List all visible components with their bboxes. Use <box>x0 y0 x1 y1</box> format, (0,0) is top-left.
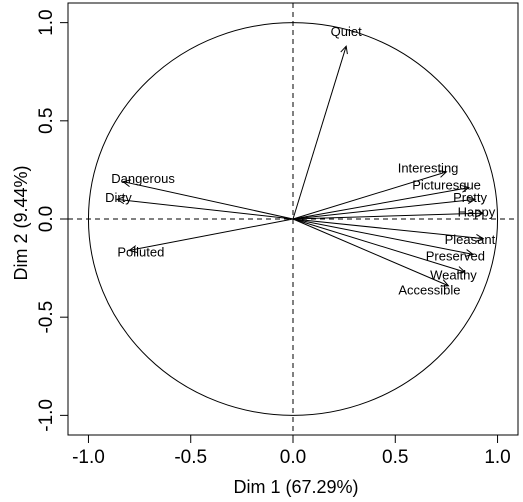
x-tick-label: 1.0 <box>484 447 510 468</box>
y-tick-label: 0.5 <box>36 108 57 134</box>
variable-arrow <box>117 198 294 220</box>
variable-arrow <box>123 181 294 220</box>
x-tick-label: -1.0 <box>72 447 105 468</box>
y-tick-label: 0.0 <box>36 206 57 232</box>
variable-arrow <box>129 218 294 251</box>
variable-arrowhead <box>115 196 125 205</box>
variable-label: Interesting <box>398 160 459 175</box>
variable-arrow <box>292 212 484 220</box>
x-tick-label: -0.5 <box>174 447 207 468</box>
variable-label: Dangerous <box>111 171 175 186</box>
variable-arrowhead <box>475 234 485 242</box>
variable-arrow <box>292 218 484 240</box>
axis-ticks-layer: -1.0 -0.5 0.0 0.5 1.0 -1.0 -0.5 0.0 0.5 1.0 <box>36 9 511 468</box>
variable-label: Pleasant <box>445 232 496 247</box>
variable-label: Pretty <box>453 190 487 205</box>
unit-circle-layer <box>87 22 499 416</box>
y-tick-label: -0.5 <box>36 301 57 334</box>
variable-arrow <box>292 218 474 255</box>
variable-arrow <box>292 218 465 273</box>
x-tick-label: 0.0 <box>280 447 306 468</box>
variable-arrow <box>292 187 469 220</box>
variable-label: Preserved <box>426 249 485 264</box>
variable-label: Picturesque <box>412 177 481 192</box>
variable-arrowhead <box>438 170 448 178</box>
variable-arrow <box>292 218 449 287</box>
variable-arrow <box>292 198 476 220</box>
variable-arrowhead <box>440 279 450 287</box>
x-tick-label: 0.5 <box>382 447 408 468</box>
variable-label: Accessible <box>398 282 460 297</box>
variable-arrowhead <box>456 266 466 274</box>
variable-arrow <box>292 171 447 220</box>
variable-arrowhead <box>122 179 132 188</box>
x-axis-label: Dim 1 (67.29%) <box>233 477 358 497</box>
y-tick-label: -1.0 <box>36 399 57 432</box>
variable-arrowhead <box>461 184 471 193</box>
y-tick-label: 1.0 <box>36 9 57 35</box>
variable-label: Wealthy <box>430 268 477 283</box>
variable-arrow <box>292 46 347 220</box>
variable-arrows-layer <box>115 45 485 287</box>
variable-label: Dirty <box>105 190 132 205</box>
variable-arrowhead <box>467 196 477 205</box>
variable-arrowhead <box>465 249 475 257</box>
unit-circle <box>87 22 499 416</box>
variable-label: Polluted <box>117 245 164 260</box>
variable-label: Happy <box>458 205 496 220</box>
variable-label: Quiet <box>331 24 362 39</box>
variable-arrowhead <box>128 245 138 253</box>
y-axis-label: Dim 2 (9.44%) <box>11 165 31 280</box>
variable-arrowhead <box>340 45 348 55</box>
variable-arrowhead <box>475 209 485 218</box>
